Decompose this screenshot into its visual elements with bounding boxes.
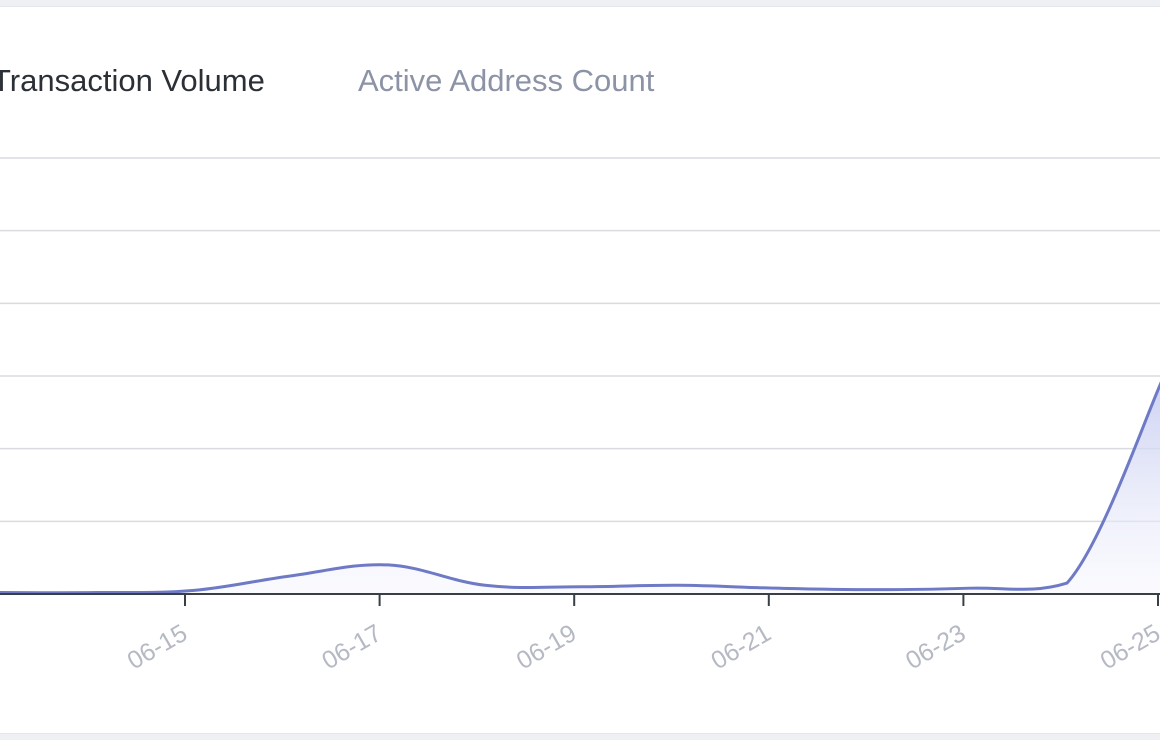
tab-transaction-volume[interactable]: Transaction Volume — [0, 63, 265, 98]
x-tick-label: 06-25 — [1096, 619, 1160, 675]
series-line — [0, 374, 1160, 595]
transaction-volume-chart: 06-15 06-17 06-19 06-21 06-23 06-25 — [0, 157, 1160, 675]
grid-lines — [0, 157, 1160, 523]
x-tick-label: 06-17 — [317, 619, 386, 675]
series-area — [0, 376, 1160, 594]
x-tick-label: 06-23 — [901, 619, 970, 675]
chart-tabs: Transaction Volume Active Address Count — [0, 59, 1160, 107]
x-axis-labels: 06-15 06-17 06-19 06-21 06-23 06-25 — [123, 619, 1160, 675]
x-tick-label: 06-19 — [512, 619, 581, 675]
x-tick-label: 06-15 — [123, 619, 192, 675]
x-axis-ticks — [184, 594, 1159, 606]
tab-active-address-count[interactable]: Active Address Count — [358, 63, 655, 98]
x-tick-label: 06-21 — [706, 619, 775, 675]
chart-card: 06-15 06-17 06-19 06-21 06-23 06-25 Transacti… — [0, 6, 1160, 734]
